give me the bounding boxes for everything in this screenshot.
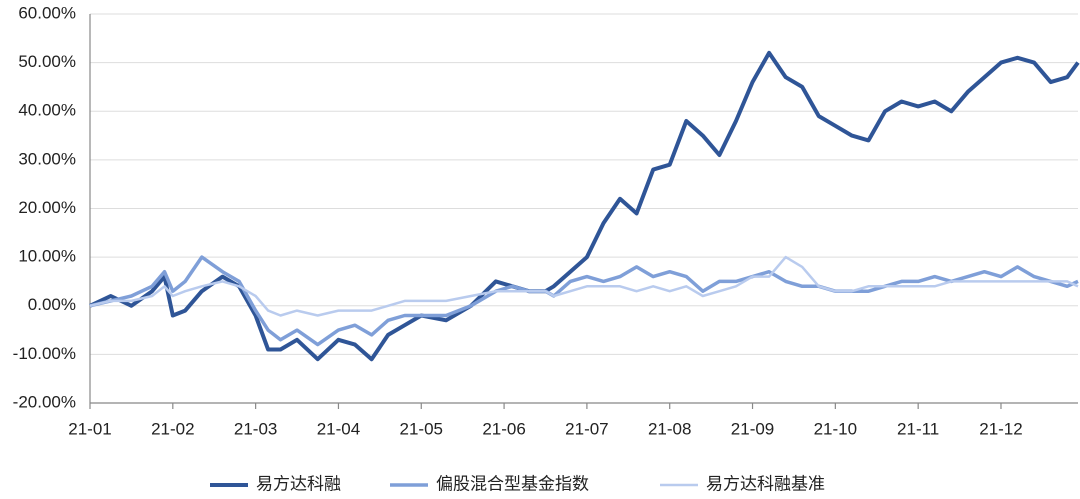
series-line xyxy=(89,50,1080,362)
x-tick-label: 21-08 xyxy=(648,419,691,438)
x-tick-label: 21-07 xyxy=(565,419,608,438)
y-tick-label: 40.00% xyxy=(18,101,76,120)
y-tick-label: 50.00% xyxy=(18,52,76,71)
legend-label: 易方达科融基准 xyxy=(706,474,825,493)
legend-label: 易方达科融 xyxy=(256,474,341,493)
y-tick-label: -10.00% xyxy=(13,344,76,363)
y-tick-label: -20.00% xyxy=(13,392,76,411)
y-tick-label: 0.00% xyxy=(28,295,76,314)
x-tick-label: 21-10 xyxy=(814,419,857,438)
y-tick-label: 20.00% xyxy=(18,198,76,217)
x-tick-label: 21-04 xyxy=(317,419,360,438)
x-tick-label: 21-09 xyxy=(731,419,774,438)
x-tick-label: 21-12 xyxy=(979,419,1022,438)
x-tick-label: 21-06 xyxy=(482,419,525,438)
legend-label: 偏股混合型基金指数 xyxy=(436,474,589,493)
x-tick-label: 21-11 xyxy=(897,419,939,438)
series-line xyxy=(89,255,1079,347)
y-tick-label: 60.00% xyxy=(18,3,76,22)
y-tick-label: 10.00% xyxy=(18,247,76,266)
x-tick-label: 21-02 xyxy=(151,419,194,438)
y-tick-label: 30.00% xyxy=(18,149,76,168)
x-tick-label: 21-03 xyxy=(234,419,277,438)
series-line xyxy=(89,255,1079,317)
x-tick-label: 21-01 xyxy=(68,419,111,438)
x-tick-label: 21-05 xyxy=(400,419,443,438)
